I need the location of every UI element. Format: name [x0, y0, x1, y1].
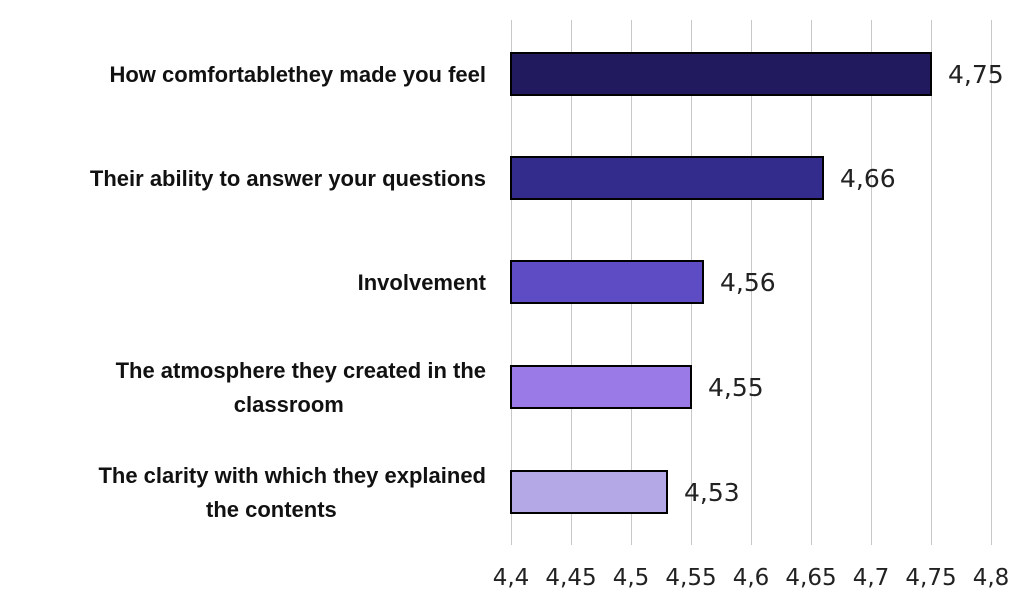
category-label: the contents: [206, 497, 337, 522]
category-label: How comfortablethey made you feel: [109, 62, 486, 87]
x-tick-label: 4,8: [973, 565, 1010, 591]
category-label: Their ability to answer your questions: [90, 166, 486, 191]
x-tick-label: 4,6: [733, 565, 770, 591]
gridlines: [511, 20, 992, 545]
bar: [510, 365, 692, 409]
category-label: The atmosphere they created in the: [116, 358, 486, 383]
category-label: classroom: [234, 392, 344, 417]
category-label: The clarity with which they explained: [98, 463, 486, 488]
x-tick-label: 4,65: [785, 565, 836, 591]
x-tick-label: 4,5: [613, 565, 650, 591]
category-label: Involvement: [358, 270, 487, 295]
data-label: 4,66: [840, 164, 896, 193]
data-label: 4,53: [684, 478, 740, 507]
x-tick-label: 4,55: [665, 565, 716, 591]
data-label: 4,55: [708, 373, 764, 402]
bar: [510, 52, 932, 96]
value-labels: 4,75 4,66 4,56 4,55 4,53: [684, 60, 1004, 507]
bars: [510, 52, 932, 514]
category-labels: How comfortablethey made you feel Their a…: [90, 62, 487, 522]
x-tick-label: 4,7: [853, 565, 890, 591]
data-label: 4,75: [948, 60, 1004, 89]
x-tick-label: 4,45: [545, 565, 596, 591]
data-label: 4,56: [720, 268, 776, 297]
bar: [510, 470, 668, 514]
x-tick-label: 4,75: [905, 565, 956, 591]
x-axis-tick-labels: 4,4 4,45 4,5 4,55 4,6 4,65 4,7 4,75 4,8: [493, 565, 1010, 591]
x-tick-label: 4,4: [493, 565, 530, 591]
bar: [510, 260, 704, 304]
bar: [510, 156, 824, 200]
